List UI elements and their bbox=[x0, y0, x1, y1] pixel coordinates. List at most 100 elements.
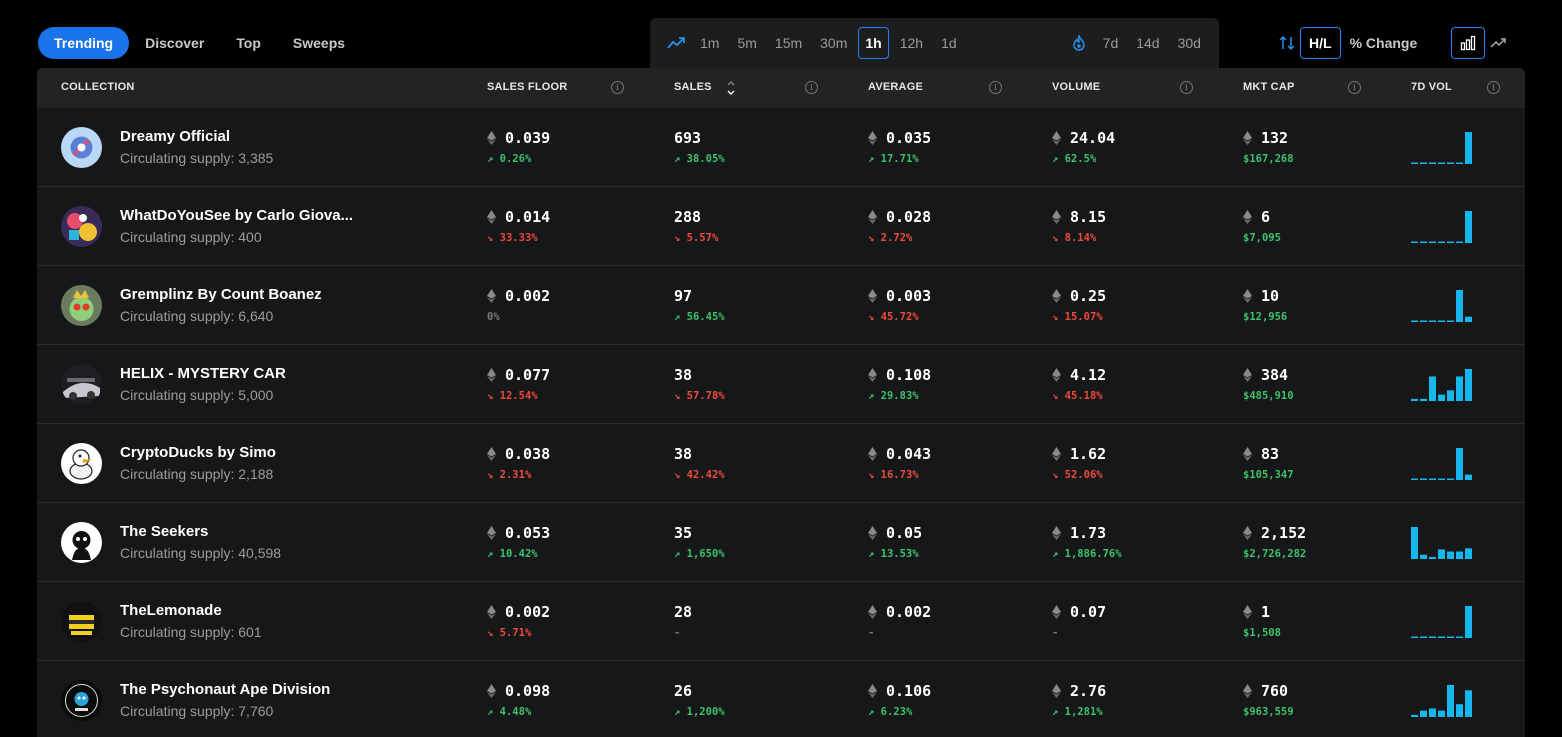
volume-change: 45.18% bbox=[1064, 390, 1103, 402]
volume-change: 15.07% bbox=[1064, 311, 1103, 323]
header-mkt-cap[interactable]: MKT CAP bbox=[1243, 81, 1295, 93]
mkt-cap-value: 10 bbox=[1261, 287, 1280, 305]
collection-name[interactable]: HELIX - MYSTERY CAR bbox=[120, 365, 286, 382]
trending-up-icon[interactable] bbox=[665, 27, 687, 59]
table-row[interactable]: Dreamy Official Circulating supply: 3,385… bbox=[37, 108, 1525, 187]
table-row[interactable]: The Seekers Circulating supply: 40,598 0.0… bbox=[37, 503, 1525, 582]
header-7d-vol[interactable]: 7D VOL bbox=[1411, 81, 1452, 93]
vol-bar bbox=[1429, 478, 1436, 480]
volume-info-icon[interactable]: i bbox=[1180, 81, 1193, 94]
vol-bar bbox=[1420, 554, 1427, 559]
sales-floor-change: 0% bbox=[487, 311, 500, 323]
tab-trending[interactable]: Trending bbox=[38, 27, 130, 59]
vol-bar bbox=[1411, 320, 1418, 322]
header-collection[interactable]: COLLECTION bbox=[61, 81, 135, 93]
vol-bar bbox=[1420, 636, 1427, 638]
sales-value: 38 bbox=[674, 366, 693, 384]
circulating-supply: Circulating supply: 5,000 bbox=[120, 387, 274, 403]
arrow-down-right-icon: ↘ bbox=[674, 469, 687, 481]
sales-value: 38 bbox=[674, 445, 693, 463]
percent-change-toggle[interactable]: % Change bbox=[1349, 35, 1418, 51]
bar-chart-view-button[interactable] bbox=[1451, 27, 1486, 59]
timeframe-14d[interactable]: 14d bbox=[1136, 35, 1160, 51]
eth-icon bbox=[487, 131, 496, 145]
average-info-icon[interactable]: i bbox=[989, 81, 1002, 94]
collection-name[interactable]: The Psychonaut Ape Division bbox=[120, 681, 331, 698]
vol-bar bbox=[1420, 241, 1427, 243]
timeframe-7d[interactable]: 7d bbox=[1102, 35, 1119, 51]
mkt-cap-value: 6 bbox=[1261, 208, 1271, 226]
header-sales-floor[interactable]: SALES FLOOR bbox=[487, 81, 568, 93]
header-sales[interactable]: SALES bbox=[674, 81, 712, 93]
tab-sweeps[interactable]: Sweeps bbox=[292, 35, 346, 51]
average-value: 0.106 bbox=[886, 682, 932, 700]
sort-arrows-icon[interactable] bbox=[1274, 27, 1300, 59]
table-row[interactable]: The Psychonaut Ape Division Circulating s… bbox=[37, 661, 1525, 737]
sales-floor-cell: 0.002 ↘ 5.71% bbox=[487, 603, 550, 639]
arrow-up-right-icon: ↗ bbox=[487, 706, 500, 718]
volume-change: 62.5% bbox=[1064, 153, 1097, 165]
sales-info-icon[interactable]: i bbox=[805, 81, 818, 94]
tab-top[interactable]: Top bbox=[236, 35, 261, 51]
vol-bar bbox=[1456, 376, 1463, 401]
header-volume[interactable]: VOLUME bbox=[1052, 81, 1101, 93]
sales-floor-cell: 0.014 ↘ 33.33% bbox=[487, 208, 550, 244]
timeframe-30d[interactable]: 30d bbox=[1177, 35, 1201, 51]
mkt-cap-info-icon[interactable]: i bbox=[1348, 81, 1361, 94]
header-average[interactable]: AVERAGE bbox=[868, 81, 923, 93]
sales-value: 26 bbox=[674, 682, 693, 700]
sales-floor-info-icon[interactable]: i bbox=[611, 81, 624, 94]
line-chart-view-icon[interactable] bbox=[1485, 27, 1511, 59]
table-row[interactable]: WhatDoYouSee by Carlo Giova... Circulatin… bbox=[37, 187, 1525, 266]
volume-value: 8.15 bbox=[1070, 208, 1107, 226]
table-row[interactable]: Gremplinz By Count Boanez Circulating sup… bbox=[37, 266, 1525, 345]
timeframe-30m[interactable]: 30m bbox=[820, 35, 848, 51]
collection-name[interactable]: The Seekers bbox=[120, 523, 209, 540]
mkt-cap-usd: $105,347 bbox=[1243, 469, 1294, 481]
vol-bar bbox=[1465, 316, 1472, 322]
timeframe-1h[interactable]: 1h bbox=[858, 27, 889, 59]
vol-bar bbox=[1420, 320, 1427, 322]
timeframe-1m[interactable]: 1m bbox=[700, 35, 720, 51]
collection-name[interactable]: Dreamy Official bbox=[120, 128, 231, 145]
collection-avatar bbox=[61, 601, 102, 642]
table-row[interactable]: CryptoDucks by Simo Circulating supply: 2… bbox=[37, 424, 1525, 503]
collection-name[interactable]: Gremplinz By Count Boanez bbox=[120, 286, 322, 303]
vol-bar bbox=[1447, 685, 1454, 717]
timeframe-5m[interactable]: 5m bbox=[737, 35, 757, 51]
sales-change: 5.57% bbox=[686, 232, 719, 244]
sales-floor-value: 0.053 bbox=[505, 524, 551, 542]
arrow-down-right-icon: ↘ bbox=[487, 390, 500, 402]
vol-bar bbox=[1438, 394, 1445, 401]
sales-floor-change: 12.54% bbox=[499, 390, 538, 402]
hl-toggle-button[interactable]: H/L bbox=[1300, 27, 1341, 59]
vol-bar bbox=[1456, 636, 1463, 638]
timeframe-15m[interactable]: 15m bbox=[774, 35, 803, 51]
volume-value: 2.76 bbox=[1070, 682, 1107, 700]
tab-discover[interactable]: Discover bbox=[145, 35, 205, 51]
vol-bar bbox=[1447, 478, 1454, 480]
collection-avatar bbox=[61, 522, 102, 563]
table-row[interactable]: TheLemonade Circulating supply: 601 0.002 ↘… bbox=[37, 582, 1525, 661]
sort-chevrons-icon[interactable] bbox=[725, 80, 737, 101]
collection-name[interactable]: CryptoDucks by Simo bbox=[120, 444, 276, 461]
vol-bar bbox=[1438, 549, 1445, 559]
sales-cell: 26 ↗ 1,200% bbox=[674, 682, 725, 718]
sales-value: 288 bbox=[674, 208, 702, 226]
sales-floor-value: 0.038 bbox=[505, 445, 551, 463]
table-row[interactable]: HELIX - MYSTERY CAR Circulating supply: 5… bbox=[37, 345, 1525, 424]
vol-bar bbox=[1420, 710, 1427, 717]
eth-icon bbox=[1243, 684, 1252, 698]
timeframe-12h[interactable]: 12h bbox=[899, 35, 924, 51]
7d-vol-info-icon[interactable]: i bbox=[1487, 81, 1500, 94]
flame-icon[interactable] bbox=[1068, 27, 1090, 59]
mkt-cap-usd: $167,268 bbox=[1243, 153, 1294, 165]
vol-bar bbox=[1420, 162, 1427, 164]
mkt-cap-usd: $963,559 bbox=[1243, 706, 1294, 718]
collection-name[interactable]: WhatDoYouSee by Carlo Giova... bbox=[120, 207, 354, 224]
timeframe-1d[interactable]: 1d bbox=[941, 35, 957, 51]
collection-name[interactable]: TheLemonade bbox=[120, 602, 222, 619]
average-change: 13.53% bbox=[880, 548, 919, 560]
mkt-cap-usd: $1,508 bbox=[1243, 627, 1281, 639]
arrow-down-right-icon: ↘ bbox=[1052, 311, 1065, 323]
